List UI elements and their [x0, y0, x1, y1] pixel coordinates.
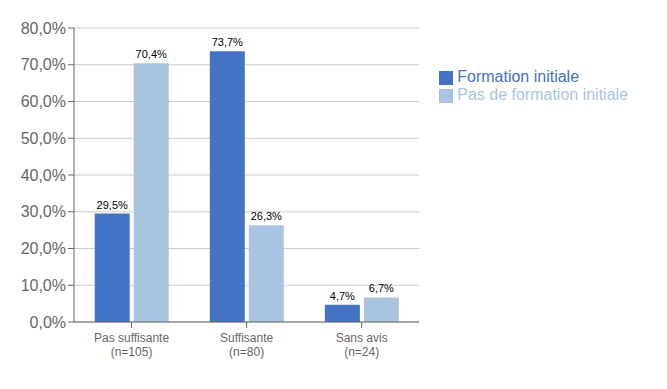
svg-text:20,0%: 20,0% — [21, 240, 66, 257]
svg-text:40,0%: 40,0% — [21, 167, 66, 184]
svg-text:70,4%: 70,4% — [136, 48, 167, 60]
svg-text:Suffisante(n=80): Suffisante(n=80) — [220, 331, 273, 359]
svg-text:50,0%: 50,0% — [21, 130, 66, 147]
svg-text:29,5%: 29,5% — [97, 199, 128, 211]
svg-text:4,7%: 4,7% — [330, 290, 355, 302]
html-text:Formation initiale: Formation initiale — [457, 68, 580, 85]
svg-text:26,3%: 26,3% — [251, 210, 282, 222]
svg-text:80,0%: 80,0% — [21, 20, 66, 37]
svg-text:10,0%: 10,0% — [21, 277, 66, 294]
svg-text:70,0%: 70,0% — [21, 56, 66, 73]
svg-text:60,0%: 60,0% — [21, 93, 66, 110]
svg-text:73,7%: 73,7% — [212, 36, 243, 48]
svg-text:30,0%: 30,0% — [21, 203, 66, 220]
html-text:Pas de formation initiale: Pas de formation initiale — [457, 86, 628, 103]
svg-text:Sans avis(n=24): Sans avis(n=24) — [336, 331, 388, 359]
svg-text:Pas suffisante(n=105): Pas suffisante(n=105) — [94, 331, 169, 359]
svg-text:0,0%: 0,0% — [30, 314, 66, 331]
svg-text:6,7%: 6,7% — [369, 282, 394, 294]
